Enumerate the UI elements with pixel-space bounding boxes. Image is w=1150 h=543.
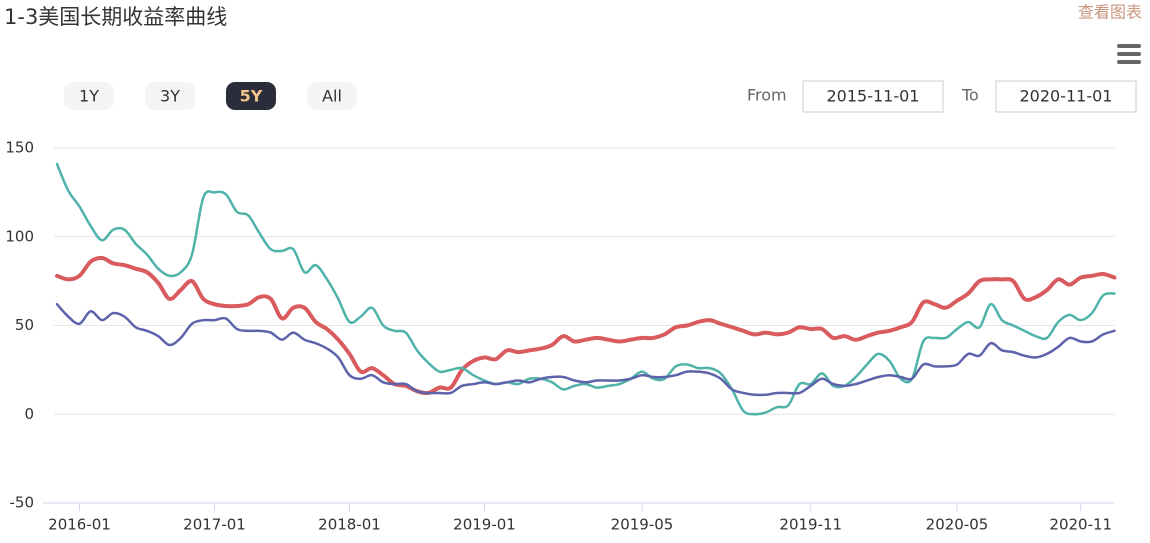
to-value: 2020-11-01	[1020, 87, 1113, 106]
range-button[interactable]	[64, 82, 114, 110]
y-tick-label: 50	[15, 316, 34, 334]
range-button-label: 1Y	[79, 87, 99, 106]
from-input[interactable]	[802, 80, 944, 113]
range-button[interactable]	[226, 82, 276, 110]
y-tick-label: 100	[5, 227, 34, 245]
x-tick-label: 2019-01	[453, 516, 516, 534]
x-tick-label: 2020-05	[926, 516, 989, 534]
from-value: 2015-11-01	[827, 87, 920, 106]
range-button[interactable]	[307, 82, 357, 110]
y-tick-label: -50	[10, 494, 35, 512]
range-button-label: All	[322, 87, 342, 106]
menu-bar	[1117, 60, 1141, 64]
range-button[interactable]	[145, 82, 195, 110]
chart-title: 1-3美国长期收益率曲线	[4, 5, 227, 29]
to-label: To	[961, 86, 979, 105]
x-tick-label: 2020-11	[1049, 516, 1112, 534]
x-tick-label: 2019-11	[779, 516, 842, 534]
x-tick-label: 2016-01	[48, 516, 111, 534]
series-line	[55, 162, 1116, 416]
x-tick-label: 2019-05	[611, 516, 674, 534]
y-tick-label: 0	[24, 405, 34, 423]
series-line	[55, 255, 1117, 396]
x-tick-label: 2017-01	[183, 516, 246, 534]
menu-bar	[1117, 44, 1141, 48]
range-button-label: 3Y	[160, 87, 180, 106]
to-input[interactable]	[995, 80, 1137, 113]
y-tick-label: 150	[5, 139, 34, 157]
view-chart-link[interactable]: 查看图表	[1078, 3, 1142, 22]
menu-button[interactable]	[1117, 44, 1141, 64]
menu-bar	[1117, 52, 1141, 56]
series-line	[55, 302, 1116, 397]
x-tick-label: 2018-01	[318, 516, 381, 534]
from-label: From	[747, 86, 787, 105]
range-button-label: 5Y	[240, 87, 263, 106]
